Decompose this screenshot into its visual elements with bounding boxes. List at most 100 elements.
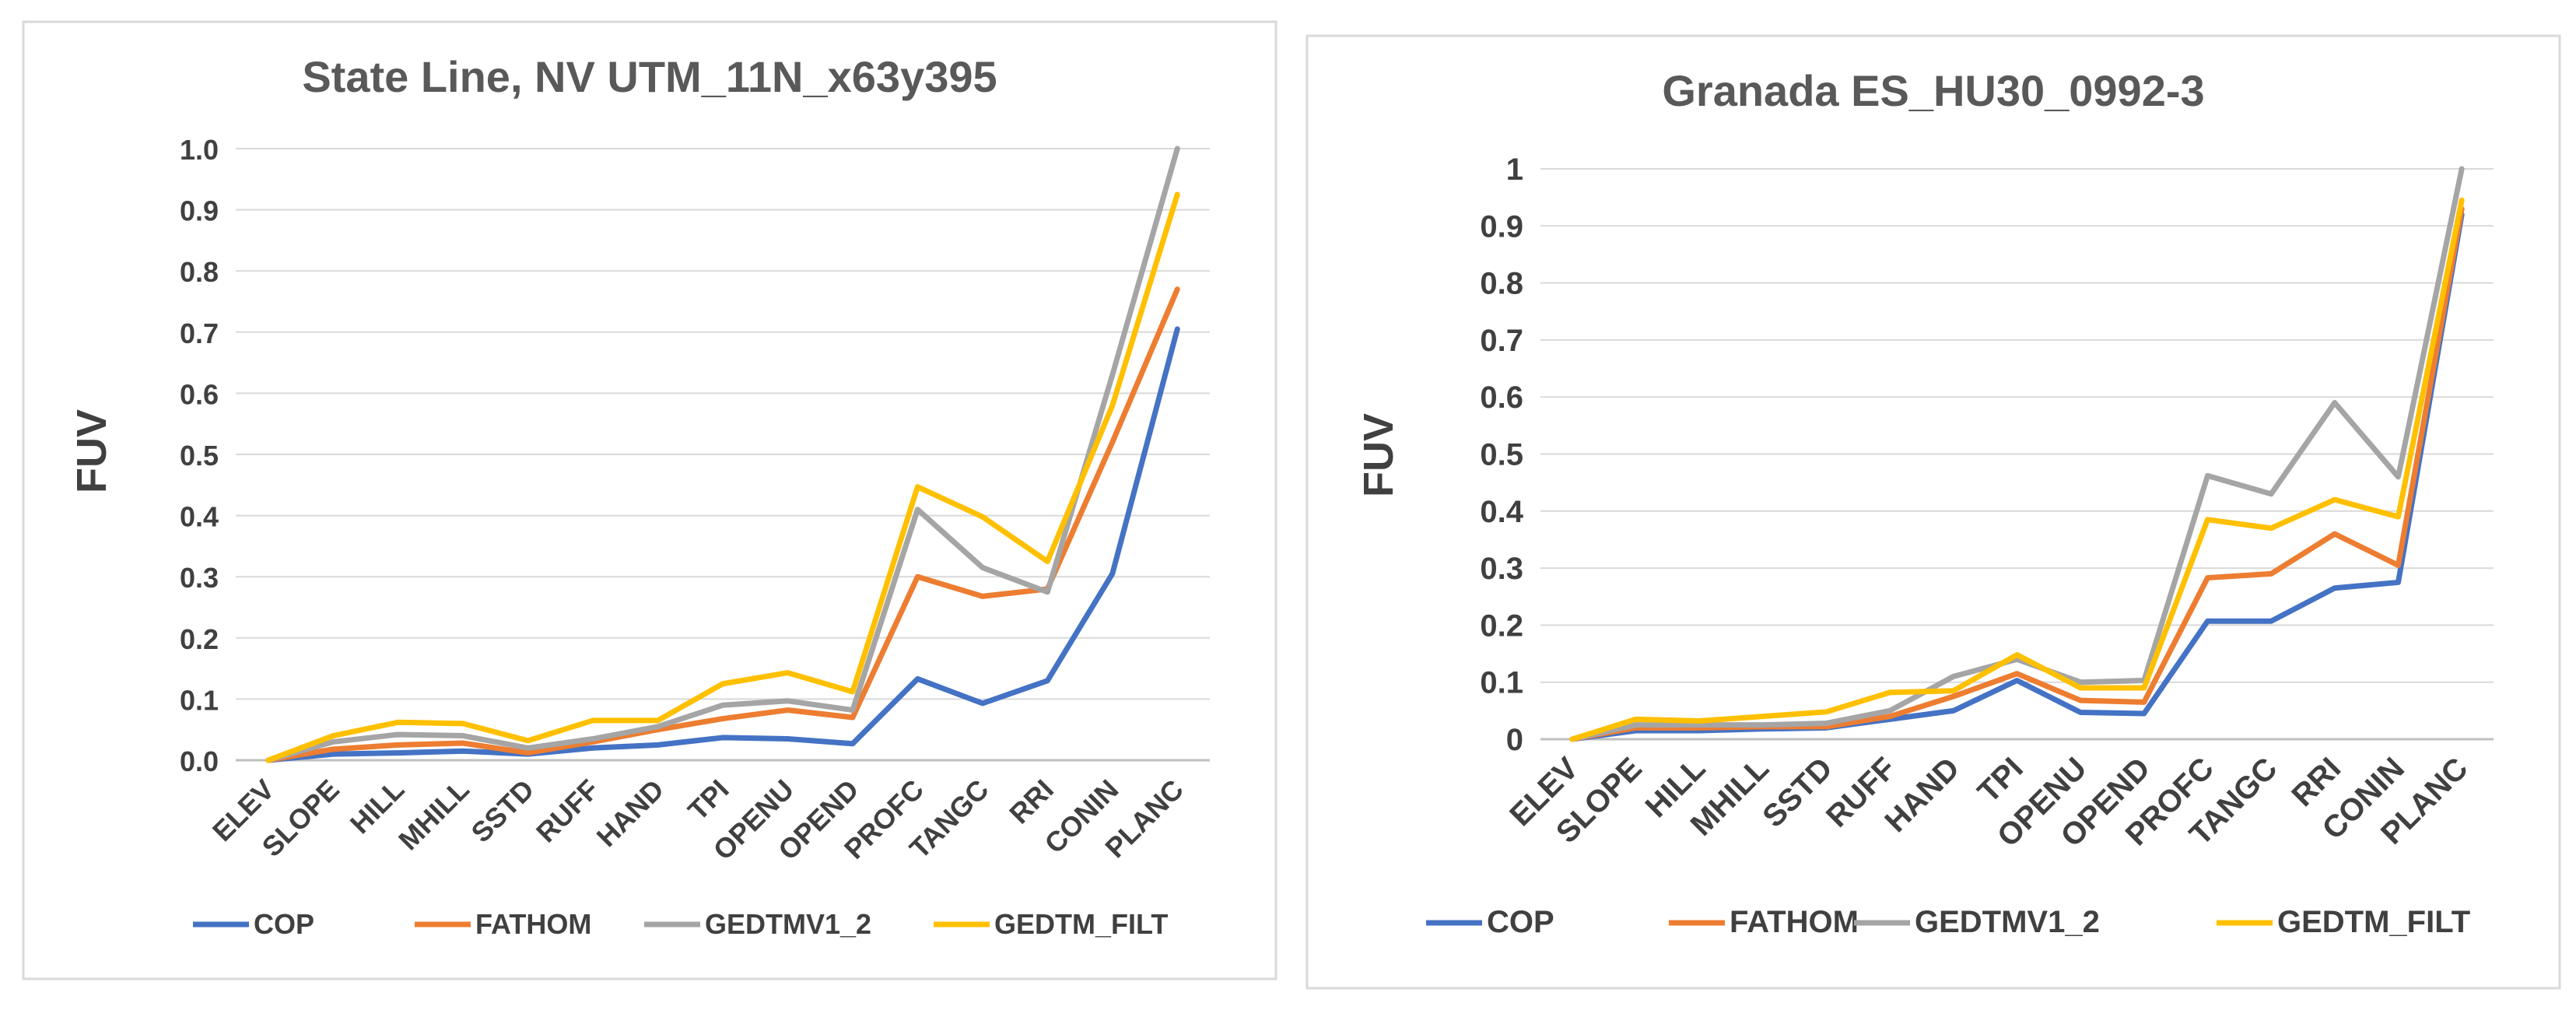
y-tick-label: 0.3 <box>1480 552 1523 586</box>
data-point <box>1635 724 1636 726</box>
y-tick-label: 0 <box>1506 723 1523 757</box>
y-tick-label: 0.3 <box>180 562 219 594</box>
y-tick-label: 0.9 <box>1480 209 1523 244</box>
chart1-border <box>22 20 1277 980</box>
data-point <box>1889 692 1891 693</box>
data-point <box>657 726 659 728</box>
y-tick-label: 0.8 <box>180 256 219 288</box>
data-point <box>462 742 464 744</box>
y-tick-label: 0.4 <box>1480 495 1523 529</box>
data-point <box>2207 577 2208 579</box>
data-point <box>1046 680 1048 682</box>
data-point <box>1826 726 1827 728</box>
data-point <box>527 752 529 754</box>
y-tick-label: 1 <box>1506 153 1523 187</box>
data-point <box>332 753 334 755</box>
data-point <box>1046 591 1048 593</box>
data-point <box>787 672 788 674</box>
data-point <box>1635 718 1636 720</box>
legend-label: COP <box>1487 905 1554 939</box>
legend-label: FATHOM <box>475 908 591 940</box>
chart2-ylabel: FUV <box>1355 413 1402 497</box>
data-point <box>462 750 464 752</box>
y-tick-label: 0.7 <box>180 317 219 349</box>
data-point <box>2207 620 2208 622</box>
y-tick-label: 0.5 <box>180 440 219 472</box>
data-point <box>527 747 529 749</box>
y-tick-label: 0.7 <box>1480 324 1523 358</box>
y-tick-label: 0.6 <box>1480 381 1523 415</box>
data-point <box>1762 716 1764 717</box>
y-tick-label: 0.1 <box>180 684 219 716</box>
data-point <box>1176 328 1178 330</box>
data-point <box>2080 700 2081 701</box>
y-tick-label: 0.6 <box>180 378 219 410</box>
data-point <box>722 718 724 720</box>
data-point <box>1112 405 1113 406</box>
data-point <box>2270 573 2272 574</box>
data-point <box>2334 587 2336 589</box>
data-point <box>916 509 918 510</box>
chart2-title: Granada ES_HU30_0992-3 <box>1662 66 2204 115</box>
data-point <box>1826 722 1827 724</box>
chart2-border <box>1306 34 2561 990</box>
data-point <box>1698 724 1700 726</box>
data-point <box>722 704 724 706</box>
data-point <box>2398 476 2399 478</box>
y-tick-label: 0.2 <box>180 623 219 655</box>
data-point <box>722 683 724 685</box>
data-point <box>2270 493 2272 495</box>
chart1-ylabel: FUV <box>68 409 115 493</box>
data-point <box>2207 519 2208 521</box>
chart2-legend: COP FATHOM GEDTMV1_2 GEDTM_FILT <box>1426 905 2470 939</box>
data-point <box>2398 564 2399 566</box>
legend-label: FATHOM <box>1730 905 1859 939</box>
data-point <box>1889 710 1891 711</box>
data-point <box>2334 402 2336 404</box>
legend-label: GEDTM_FILT <box>994 908 1168 940</box>
y-tick-label: 0.1 <box>1480 666 1523 700</box>
data-point <box>787 738 788 739</box>
y-tick-label: 0.9 <box>180 195 219 227</box>
data-point <box>657 729 659 731</box>
legend-label: GEDTMV1_2 <box>705 908 871 940</box>
data-point <box>527 740 529 742</box>
data-point <box>2080 712 2081 714</box>
data-point <box>1112 573 1113 574</box>
data-point <box>462 735 464 737</box>
y-tick-label: 0.2 <box>1480 608 1523 643</box>
data-point <box>657 720 659 721</box>
legend-label: GEDTMV1_2 <box>1915 905 2100 939</box>
data-point <box>852 691 853 693</box>
data-point <box>2334 533 2336 535</box>
data-point <box>2143 701 2145 703</box>
data-point <box>722 737 724 738</box>
data-point <box>592 747 594 749</box>
data-point <box>787 700 788 702</box>
data-point <box>1046 561 1048 563</box>
data-point <box>1826 711 1827 713</box>
data-point <box>1176 194 1178 195</box>
y-tick-label: 0.8 <box>1480 267 1523 301</box>
legend-label: COP <box>254 908 314 940</box>
data-point <box>2270 620 2272 622</box>
y-tick-label: 0.0 <box>180 745 219 777</box>
data-point <box>1112 374 1113 376</box>
data-point <box>462 723 464 724</box>
data-point <box>592 720 594 721</box>
data-point <box>2080 687 2081 689</box>
data-point <box>1953 675 1954 677</box>
chart1-legend: COP FATHOM GEDTMV1_2 GEDTM_FILT <box>193 908 1168 940</box>
data-point <box>592 738 594 739</box>
data-point <box>1953 710 1954 711</box>
data-point <box>2398 581 2399 583</box>
chart1-title: State Line, NV UTM_11N_x63y395 <box>302 52 997 101</box>
data-point <box>982 566 983 568</box>
data-point <box>2143 687 2145 689</box>
legend-label: GEDTM_FILT <box>2277 905 2470 939</box>
y-tick-label: 0.5 <box>1480 438 1523 472</box>
data-point <box>916 486 918 488</box>
y-tick-label: 1.0 <box>180 134 219 166</box>
data-point <box>1889 716 1891 717</box>
